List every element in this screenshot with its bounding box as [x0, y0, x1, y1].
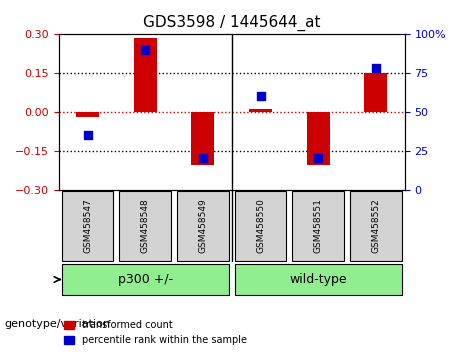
Bar [307, 112, 330, 165]
Text: GSM458552: GSM458552 [371, 199, 380, 253]
Bar [249, 109, 272, 112]
Bar [191, 112, 214, 165]
FancyBboxPatch shape [350, 191, 402, 261]
Legend: transformed count, percentile rank within the sample: transformed count, percentile rank withi… [60, 316, 250, 349]
Text: genotype/variation: genotype/variation [5, 319, 111, 329]
FancyBboxPatch shape [119, 191, 171, 261]
FancyBboxPatch shape [292, 191, 344, 261]
Text: GSM458548: GSM458548 [141, 199, 150, 253]
Text: GSM458551: GSM458551 [313, 199, 323, 253]
Text: p300 +/-: p300 +/- [118, 273, 173, 286]
FancyBboxPatch shape [235, 264, 402, 295]
Text: GSM458550: GSM458550 [256, 199, 265, 253]
Point [372, 65, 379, 71]
Point [84, 132, 91, 138]
FancyBboxPatch shape [177, 191, 229, 261]
Text: GSM458549: GSM458549 [198, 199, 207, 253]
Point [257, 93, 264, 99]
Title: GDS3598 / 1445644_at: GDS3598 / 1445644_at [143, 15, 320, 31]
FancyBboxPatch shape [62, 191, 113, 261]
Bar [364, 73, 387, 112]
Point [314, 156, 322, 161]
FancyBboxPatch shape [62, 264, 229, 295]
Bar [76, 112, 99, 117]
Text: wild-type: wild-type [290, 273, 347, 286]
Point [199, 156, 207, 161]
Point [142, 47, 149, 52]
FancyBboxPatch shape [235, 191, 286, 261]
Text: GSM458547: GSM458547 [83, 199, 92, 253]
Bar [134, 38, 157, 112]
